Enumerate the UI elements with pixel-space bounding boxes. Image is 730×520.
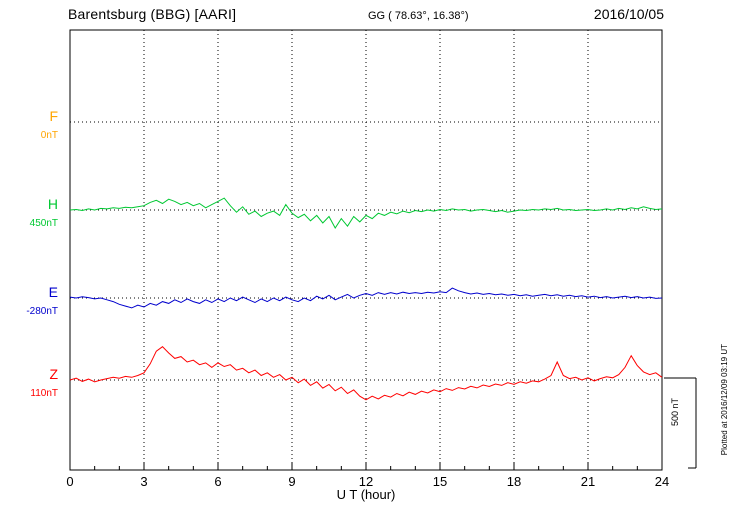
x-tick-label: 21	[580, 474, 596, 489]
plotted-at-note: Plotted at 2016/12/09 03:19 UT	[720, 344, 729, 456]
component-baseline-h: 450nT	[29, 218, 58, 229]
component-label-h: H	[47, 196, 58, 212]
scale-bar-label: 500 nT	[670, 398, 680, 427]
trace-z	[69, 346, 663, 401]
component-baseline-z: 110nT	[30, 388, 58, 399]
trace-h	[69, 197, 663, 229]
x-tick-label: 15	[432, 474, 448, 489]
x-tick-label: 24	[654, 474, 670, 489]
x-tick-label: 6	[214, 474, 222, 489]
plot-date: 2016/10/05	[593, 6, 664, 22]
component-label-z: Z	[49, 366, 58, 382]
geographic-coordinates: GG ( 78.63°, 16.38°)	[368, 10, 469, 22]
station-title: Barentsburg (BBG) [AARI]	[68, 6, 237, 22]
x-tick-label: 18	[506, 474, 522, 489]
x-tick-label: 9	[288, 474, 296, 489]
x-tick-label: 3	[140, 474, 148, 489]
x-axis-label: U T (hour)	[336, 487, 396, 502]
component-label-f: F	[49, 108, 58, 124]
component-label-e: E	[48, 284, 58, 300]
x-tick-label: 0	[66, 474, 74, 489]
trace-e	[69, 287, 663, 309]
component-baseline-f: 0nT	[40, 130, 58, 141]
x-tick-label: 12	[358, 474, 374, 489]
component-baseline-e: -280nT	[26, 306, 58, 317]
